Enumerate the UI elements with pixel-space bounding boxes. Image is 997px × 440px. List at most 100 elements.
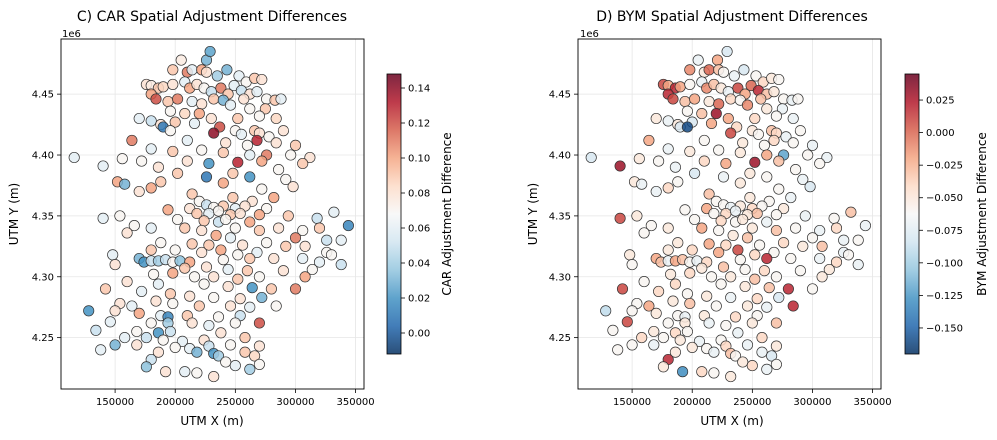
- car-data-point: [145, 182, 157, 194]
- car-data-point: [244, 103, 256, 115]
- car-data-point: [253, 271, 265, 283]
- bym-data-point: [717, 171, 730, 183]
- car-data-point: [145, 244, 157, 256]
- car-data-point: [224, 300, 237, 312]
- car-data-point: [188, 117, 201, 129]
- car-data-point: [176, 335, 188, 347]
- car-data-point: [152, 346, 164, 358]
- car-data-point: [220, 213, 232, 226]
- bym-data-point: [725, 271, 737, 283]
- car-data-point: [97, 160, 109, 172]
- bym-data-point: [729, 205, 742, 217]
- car-data-point: [227, 167, 239, 179]
- bym-data-point: [689, 93, 701, 105]
- bym-y-tick-label: 4.25: [549, 333, 571, 344]
- bym-data-point: [684, 297, 696, 310]
- car-data-point: [256, 155, 268, 167]
- car-data-point: [133, 307, 145, 319]
- bym-x-tick-label: 250000: [733, 397, 771, 408]
- car-data-point: [261, 203, 273, 215]
- car-data-point: [234, 293, 246, 305]
- car-data-point: [244, 216, 256, 228]
- bym-data-point: [708, 346, 720, 358]
- car-data-point: [217, 177, 229, 189]
- car-data-point: [145, 143, 157, 155]
- bym-data-point: [790, 164, 802, 176]
- bym-data-point: [806, 232, 819, 244]
- bym-data-point: [799, 210, 811, 222]
- car-data-point: [68, 151, 80, 164]
- bym-data-point: [838, 234, 850, 246]
- bym-data-point: [614, 160, 626, 172]
- bym-data-point: [780, 131, 792, 143]
- car-data-point: [249, 350, 261, 362]
- car-data-point: [136, 285, 148, 297]
- car-data-point: [297, 224, 309, 237]
- bym-data-point: [703, 317, 715, 329]
- car-data-point: [140, 361, 152, 373]
- car-data-point: [169, 244, 181, 256]
- bym-data-point: [739, 280, 751, 293]
- bym-data-point: [624, 249, 636, 261]
- car-data-point: [328, 206, 340, 218]
- car-data-point: [191, 346, 203, 358]
- car-data-point: [131, 325, 143, 338]
- car-data-point: [186, 317, 198, 329]
- bym-colorbar-tick-label: 0.000: [926, 128, 955, 139]
- bym-data-point: [751, 293, 763, 305]
- bym-data-point: [787, 112, 799, 125]
- car-data-point: [126, 134, 138, 146]
- bym-data-point: [684, 78, 696, 90]
- bym-data-point: [734, 177, 746, 189]
- car-data-point: [253, 110, 265, 122]
- car-data-point: [204, 45, 216, 58]
- bym-data-point: [696, 108, 708, 120]
- car-data-point: [203, 157, 215, 170]
- bym-data-point: [749, 273, 761, 285]
- bym-data-point: [816, 240, 828, 252]
- car-data-point: [167, 78, 179, 90]
- car-data-point: [186, 64, 198, 76]
- bym-data-point: [636, 178, 648, 190]
- bym-y-offset-label: 1e6: [580, 29, 599, 40]
- bym-data-point: [684, 64, 696, 76]
- bym-data-point: [684, 267, 696, 279]
- bym-data-point: [657, 332, 669, 344]
- car-data-point: [148, 268, 160, 280]
- bym-data-point: [720, 157, 732, 170]
- bym-data-point: [713, 246, 725, 258]
- car-data-point: [145, 115, 157, 127]
- bym-data-point: [761, 149, 773, 161]
- bym-data-point: [607, 324, 619, 336]
- bym-data-point: [859, 220, 871, 232]
- car-data-point: [164, 105, 176, 117]
- bym-data-point: [698, 155, 710, 167]
- bym-data-point: [662, 222, 674, 234]
- bym-data-point: [773, 155, 785, 167]
- car-data-point: [238, 93, 250, 105]
- bym-data-point: [770, 110, 782, 122]
- bym-data-point: [763, 282, 775, 294]
- bym-data-point: [749, 249, 761, 261]
- car-y-tick-label: 4.25: [32, 333, 54, 344]
- car-data-point: [268, 252, 280, 265]
- bym-data-point: [621, 316, 633, 328]
- car-data-point: [270, 137, 282, 149]
- bym-data-point: [657, 361, 669, 373]
- car-data-point: [200, 171, 213, 183]
- car-data-point: [268, 192, 280, 204]
- bym-data-point: [814, 252, 826, 265]
- bym-data-point: [758, 139, 770, 151]
- car-data-point: [109, 259, 121, 271]
- bym-colorbar-tick-label: −0.150: [926, 323, 963, 334]
- bym-data-point: [758, 265, 770, 277]
- bym-data-point: [761, 103, 773, 115]
- bym-data-point: [756, 332, 768, 344]
- bym-data-point: [711, 54, 724, 66]
- bym-data-point: [797, 173, 809, 185]
- car-data-point: [275, 93, 287, 105]
- bym-data-point: [744, 167, 756, 179]
- car-data-point: [186, 188, 198, 200]
- car-x-tick-label: 200000: [156, 397, 194, 408]
- bym-data-point: [776, 103, 788, 115]
